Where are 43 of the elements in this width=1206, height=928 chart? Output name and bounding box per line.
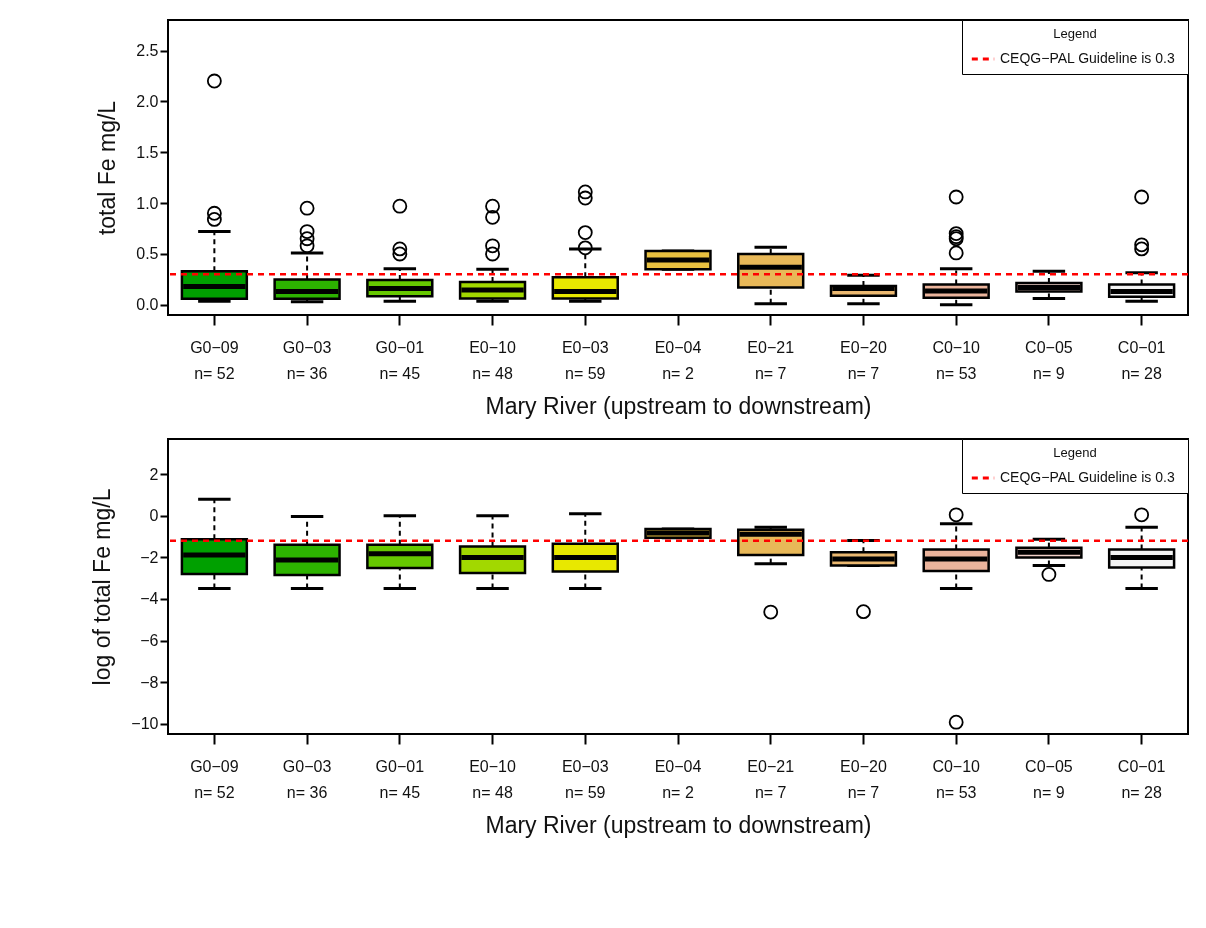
y-tick-label: −4 — [140, 590, 159, 608]
x-tick-label: C0−01 n= 28 — [1117, 338, 1166, 382]
y-tick-label: −10 — [131, 715, 159, 733]
x-tick-label: C0−10 n= 53 — [932, 757, 981, 801]
x-tick-label: C0−05 n= 9 — [1025, 338, 1073, 382]
y-tick-label: 0.5 — [136, 245, 159, 263]
y-tick-label: −6 — [140, 632, 159, 650]
y-tick-label: 0.0 — [136, 296, 159, 314]
y-tick-label: 1.0 — [136, 194, 159, 212]
x-tick-label: G0−09 n= 52 — [190, 338, 239, 382]
x-tick-label: E0−04 n= 2 — [654, 338, 702, 382]
x-axis-title: Mary River (upstream to downstream) — [485, 392, 872, 419]
x-tick-label: E0−04 n= 2 — [654, 757, 702, 801]
x-tick-label: G0−01 n= 45 — [375, 338, 425, 382]
legend-title: Legend — [1053, 445, 1097, 460]
y-tick-label: 0 — [149, 507, 159, 525]
x-tick-label: G0−03 n= 36 — [282, 757, 332, 801]
y-tick-label: 2.5 — [136, 42, 159, 60]
x-axis-title: Mary River (upstream to downstream) — [485, 811, 872, 838]
y-tick-label: 2 — [149, 465, 159, 483]
x-tick-label: G0−01 n= 45 — [375, 757, 425, 801]
y-axis-title: log of total Fe mg/L — [89, 488, 116, 686]
legend-label: CEQG−PAL Guideline is 0.3 — [1000, 469, 1175, 485]
x-tick-label: C0−05 n= 9 — [1025, 757, 1073, 801]
y-tick-label: −2 — [140, 548, 159, 566]
legend-label: CEQG−PAL Guideline is 0.3 — [1000, 50, 1175, 66]
x-tick-label: E0−03 n= 59 — [561, 757, 609, 801]
x-tick-label: C0−10 n= 53 — [932, 338, 981, 382]
y-tick-label: −8 — [140, 673, 159, 691]
y-axis-title: total Fe mg/L — [94, 100, 121, 236]
x-tick-label: E0−10 n= 48 — [469, 338, 516, 382]
y-tick-label: 1.5 — [136, 143, 159, 161]
x-tick-label: E0−21 n= 7 — [747, 338, 795, 382]
x-tick-label: E0−10 n= 48 — [469, 757, 516, 801]
legend-title: Legend — [1053, 26, 1097, 41]
x-tick-label: C0−01 n= 28 — [1117, 757, 1166, 801]
x-tick-label: E0−21 n= 7 — [747, 757, 795, 801]
x-tick-label: E0−20 n= 7 — [840, 757, 887, 801]
x-tick-label: E0−20 n= 7 — [840, 338, 887, 382]
x-tick-label: G0−03 n= 36 — [282, 338, 332, 382]
x-tick-label: E0−03 n= 59 — [561, 338, 609, 382]
y-tick-label: 2.0 — [136, 92, 159, 110]
x-tick-label: G0−09 n= 52 — [190, 757, 239, 801]
